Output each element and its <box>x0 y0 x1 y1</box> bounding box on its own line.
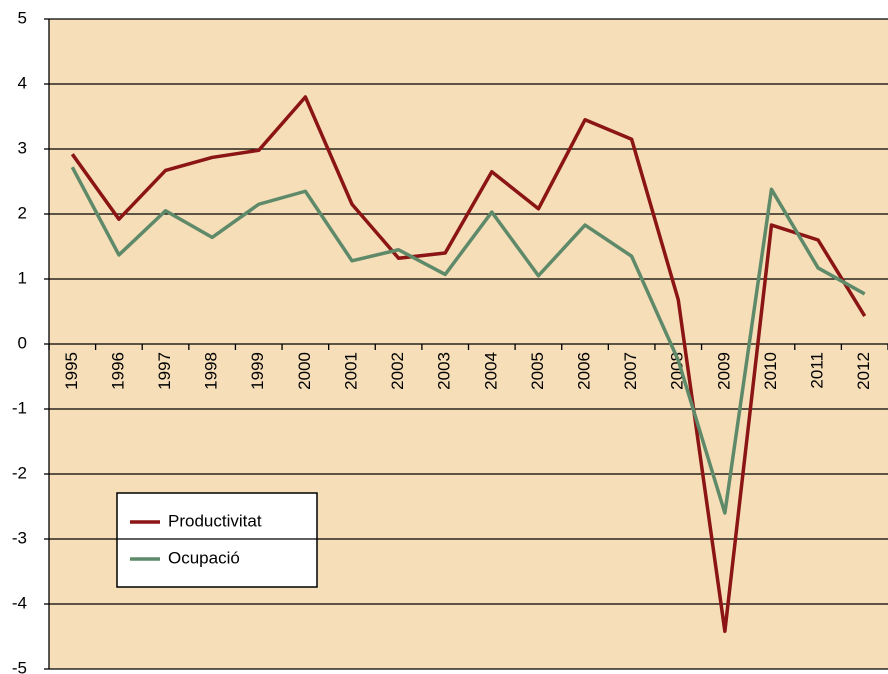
x-tick-label: 1995 <box>62 352 81 390</box>
x-tick-label: 2006 <box>575 352 594 390</box>
y-tick-label: 4 <box>18 73 27 92</box>
y-tick-label: -1 <box>12 398 27 417</box>
x-tick-label: 2005 <box>528 352 547 390</box>
legend <box>116 492 318 588</box>
y-tick-label: 2 <box>18 203 27 222</box>
x-tick-label: 2004 <box>481 352 500 390</box>
series-line <box>70 166 866 515</box>
y-tick-label: -3 <box>12 528 27 547</box>
x-tick-label: 1998 <box>202 352 221 390</box>
x-tick-label: 2000 <box>295 352 314 390</box>
y-tick-label: 1 <box>18 268 27 287</box>
legend-label: Productivitat <box>168 511 262 530</box>
x-tick-label: 2010 <box>761 352 780 390</box>
legend-label: Ocupació <box>168 548 240 567</box>
x-tick-label: 2001 <box>341 352 360 390</box>
x-tick-label: 2002 <box>388 352 407 390</box>
x-tick-label: 2011 <box>808 352 827 389</box>
y-tick-label: 5 <box>18 8 27 27</box>
x-tick-label: 2003 <box>435 352 454 390</box>
series-line <box>70 95 867 634</box>
y-tick-label: 0 <box>18 333 27 352</box>
y-tick-label: -2 <box>12 463 27 482</box>
x-tick-label: 2012 <box>854 352 873 390</box>
y-tick-label: -4 <box>12 593 27 612</box>
x-tick-label: 2008 <box>668 352 687 390</box>
y-tick-label: -5 <box>12 658 27 674</box>
x-tick-label: 1997 <box>155 352 174 390</box>
x-tick-label: 2007 <box>621 352 640 390</box>
x-tick-label: 1996 <box>108 352 127 390</box>
x-tick-label: 1999 <box>248 352 267 390</box>
y-tick-label: 3 <box>18 138 27 157</box>
x-tick-label: 2009 <box>714 352 733 390</box>
